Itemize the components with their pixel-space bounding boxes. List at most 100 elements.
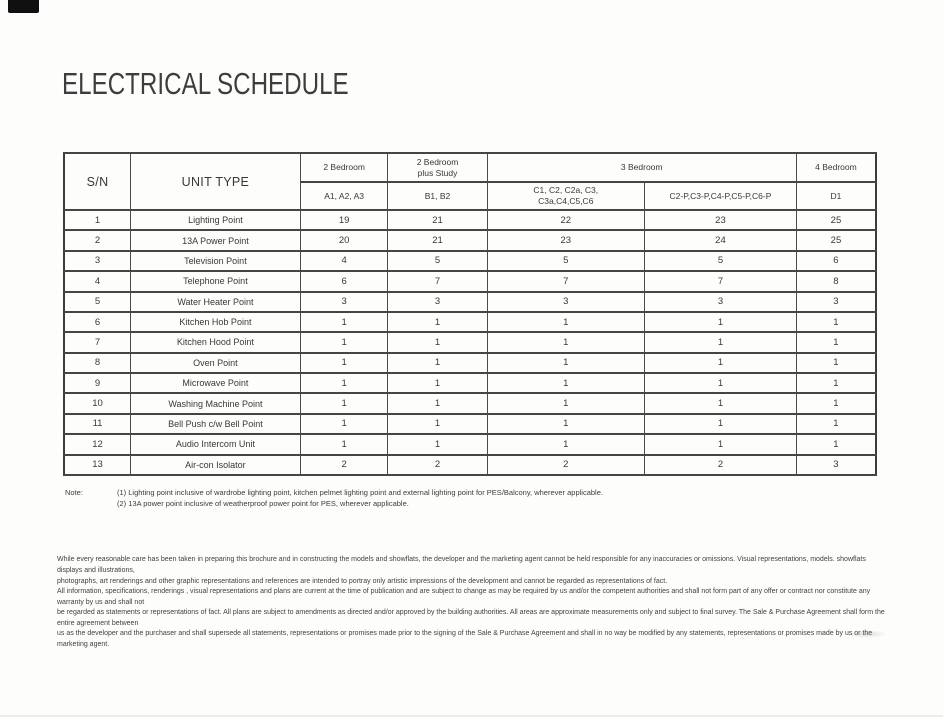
- unit-type-cell: Lighting Point: [130, 208, 301, 232]
- value-2bedroom-plus-study-cell: 1: [387, 371, 488, 395]
- notes-section: Note: (1) Lighting point inclusive of wa…: [65, 487, 603, 509]
- value-3bedroom-c-cell: 3: [486, 290, 646, 313]
- value-2bedroom-cell: 1: [299, 310, 389, 334]
- value-4bedroom-cell: 8: [795, 270, 877, 293]
- header-subcol-b: B1, B2: [387, 181, 488, 211]
- table-row: 11 Bell Push c/w Bell Point 1 1 1 1 1: [63, 412, 877, 436]
- value-2bedroom-cell: 19: [299, 208, 389, 232]
- unit-type-cell: Bell Push c/w Bell Point: [130, 412, 301, 436]
- value-2bedroom-plus-study-cell: 1: [387, 331, 488, 354]
- value-2bedroom-cell: 1: [299, 371, 389, 395]
- value-2bedroom-cell: 20: [299, 229, 389, 252]
- unit-type-cell: Air-con Isolator: [130, 453, 301, 476]
- header-group-4bedroom: 4 Bedroom: [795, 152, 877, 183]
- disclaimer-paragraph-1: While every reasonable care has been tak…: [57, 556, 866, 585]
- sn-cell: 10: [63, 392, 132, 415]
- value-3bedroom-cp-cell: 1: [644, 371, 797, 395]
- header-unit-type: UNIT TYPE: [130, 152, 301, 211]
- table-row: 3 Television Point 4 5 5 5 6: [63, 249, 877, 273]
- scan-bottom-edge: [0, 715, 943, 717]
- sn-cell: 5: [63, 290, 132, 313]
- value-2bedroom-plus-study-cell: 3: [387, 290, 488, 313]
- unit-type-cell: Oven Point: [130, 351, 301, 375]
- table-body: 1 Lighting Point 19 21 22 23 25 2 13A Power Poin…: [63, 208, 877, 476]
- unit-type-cell: Telephone Point: [130, 270, 301, 293]
- value-3bedroom-cp-cell: 3: [644, 290, 797, 313]
- value-2bedroom-plus-study-cell: 1: [387, 433, 488, 456]
- sn-cell: 4: [63, 270, 132, 293]
- value-2bedroom-plus-study-cell: 21: [387, 229, 488, 252]
- header-subcol-a: A1, A2, A3: [299, 181, 389, 211]
- table-row: 10 Washing Machine Point 1 1 1 1 1: [63, 392, 877, 415]
- value-3bedroom-cp-cell: 5: [644, 249, 797, 273]
- electrical-schedule-table: S/N UNIT TYPE 2 Bedroom 2 Bedroom plus S…: [63, 152, 877, 476]
- scan-corner-artifact: [8, 0, 39, 13]
- value-3bedroom-c-cell: 7: [486, 270, 646, 293]
- value-3bedroom-c-cell: 1: [486, 433, 646, 456]
- value-3bedroom-cp-cell: 1: [644, 433, 797, 456]
- table-row: 4 Telephone Point 6 7 7 7 8: [63, 270, 877, 293]
- value-2bedroom-plus-study-cell: 7: [387, 270, 488, 293]
- header-group-row: S/N UNIT TYPE 2 Bedroom 2 Bedroom plus S…: [63, 152, 877, 211]
- value-2bedroom-cell: 3: [299, 290, 389, 313]
- value-3bedroom-c-cell: 23: [486, 229, 646, 252]
- header-group-2bedroom-plus-study: 2 Bedroom plus Study: [387, 152, 488, 183]
- page-title: ELECTRICAL SCHEDULE: [62, 66, 349, 101]
- sn-cell: 13: [63, 453, 132, 476]
- value-3bedroom-c-cell: 1: [486, 392, 646, 415]
- table-row: 9 Microwave Point 1 1 1 1 1: [63, 371, 877, 395]
- table-row: 6 Kitchen Hob Point 1 1 1 1 1: [63, 310, 877, 334]
- table-row: 12 Audio Intercom Unit 1 1 1 1 1: [63, 433, 877, 456]
- header-group-3bedroom: 3 Bedroom: [486, 152, 797, 183]
- sn-cell: 3: [63, 249, 132, 273]
- scan-smudge-artifact: [845, 630, 887, 638]
- value-2bedroom-cell: 6: [299, 270, 389, 293]
- value-3bedroom-c-cell: 2: [486, 453, 646, 476]
- table-header: S/N UNIT TYPE 2 Bedroom 2 Bedroom plus S…: [63, 152, 877, 211]
- value-4bedroom-cell: 6: [795, 249, 877, 273]
- unit-type-cell: Kitchen Hob Point: [130, 310, 301, 334]
- header-group-2bedroom: 2 Bedroom: [299, 152, 389, 183]
- sn-cell: 12: [63, 433, 132, 456]
- table-row: 7 Kitchen Hood Point 1 1 1 1 1: [63, 331, 877, 354]
- value-3bedroom-cp-cell: 23: [644, 208, 797, 232]
- value-2bedroom-cell: 1: [299, 351, 389, 375]
- sn-cell: 1: [63, 208, 132, 232]
- header-sub-row: A1, A2, A3 B1, B2 C1, C2, C2a, C3, C3a,C…: [64, 181, 877, 211]
- disclaimer-paragraph-2: All information, specifications, renderi…: [57, 588, 885, 648]
- value-4bedroom-cell: 1: [795, 351, 877, 375]
- value-3bedroom-c-cell: 1: [486, 351, 646, 375]
- value-3bedroom-c-cell: 1: [486, 331, 646, 354]
- table-row: 13 Air-con Isolator 2 2 2 2 3: [63, 453, 877, 476]
- value-3bedroom-cp-cell: 1: [644, 412, 797, 436]
- header-subcol-d: D1: [795, 181, 877, 211]
- value-4bedroom-cell: 25: [795, 229, 877, 252]
- value-2bedroom-cell: 4: [299, 249, 389, 273]
- unit-type-cell: Audio Intercom Unit: [130, 433, 301, 456]
- value-2bedroom-cell: 1: [299, 433, 389, 456]
- value-2bedroom-cell: 1: [299, 331, 389, 354]
- header-subcol-cp: C2-P,C3-P,C4-P,C5-P,C6-P: [644, 181, 797, 211]
- value-2bedroom-plus-study-cell: 1: [387, 392, 488, 415]
- value-4bedroom-cell: 1: [795, 433, 877, 456]
- sn-cell: 2: [63, 229, 132, 252]
- sn-cell: 11: [63, 412, 132, 436]
- note-label: Note:: [65, 488, 83, 497]
- value-4bedroom-cell: 3: [795, 290, 877, 313]
- table-row: 5 Water Heater Point 3 3 3 3 3: [63, 290, 877, 313]
- value-3bedroom-cp-cell: 1: [644, 351, 797, 375]
- unit-type-cell: 13A Power Point: [130, 229, 301, 252]
- sn-cell: 6: [63, 310, 132, 334]
- header-subcol-c: C1, C2, C2a, C3, C3a,C4,C5,C6: [486, 181, 646, 211]
- value-4bedroom-cell: 25: [795, 208, 877, 232]
- unit-type-cell: Water Heater Point: [130, 290, 301, 313]
- table-row: 1 Lighting Point 19 21 22 23 25: [63, 208, 877, 232]
- sn-cell: 8: [63, 351, 132, 375]
- unit-type-cell: Washing Machine Point: [130, 392, 301, 415]
- table-row: 8 Oven Point 1 1 1 1 1: [63, 351, 877, 375]
- value-3bedroom-c-cell: 1: [486, 412, 646, 436]
- table-row: 2 13A Power Point 20 21 23 24 25: [63, 229, 877, 252]
- unit-type-cell: Microwave Point: [130, 371, 301, 395]
- value-4bedroom-cell: 1: [795, 392, 877, 415]
